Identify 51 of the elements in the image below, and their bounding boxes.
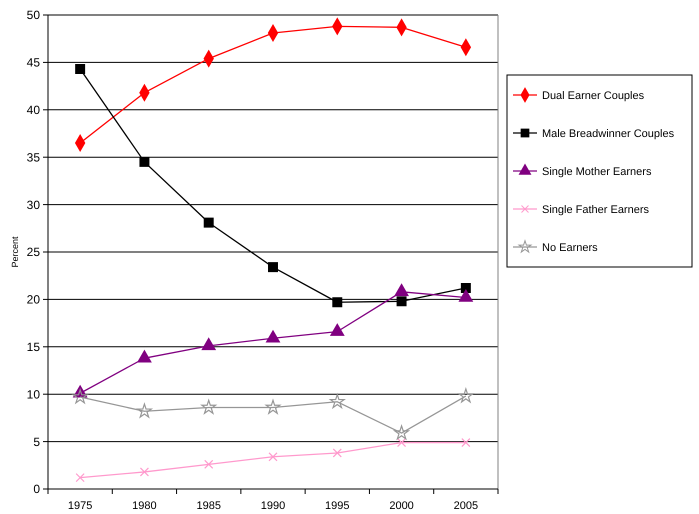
point [140, 467, 150, 477]
y-tick-label: 25 [26, 245, 40, 260]
point [396, 438, 406, 448]
y-tick-label: 40 [26, 103, 40, 117]
y-tick-label: 20 [26, 292, 40, 307]
y-tick-label: 45 [26, 56, 40, 70]
point [72, 389, 88, 404]
point [332, 297, 342, 308]
legend-label: Single Father Earners [542, 204, 650, 216]
point [201, 400, 216, 414]
point [394, 425, 409, 440]
point [458, 290, 473, 302]
y-tick-label: 5 [33, 434, 40, 449]
y-tick-label: 0 [33, 482, 40, 496]
x-tick-label: 1990 [260, 500, 286, 512]
x-tick-label: 1995 [325, 500, 350, 512]
y-tick-label: 15 [26, 340, 40, 354]
point [394, 284, 409, 296]
point [460, 283, 471, 294]
y-axis-title: Percent [10, 236, 20, 268]
point [396, 296, 407, 306]
point [268, 262, 278, 272]
x-tick-label: 2000 [389, 500, 414, 512]
point [139, 156, 150, 167]
point [330, 394, 345, 408]
point [458, 388, 474, 402]
point [204, 460, 214, 469]
x-tick-label: 1980 [132, 500, 157, 512]
y-tick-label: 10 [26, 387, 40, 402]
point [268, 452, 278, 462]
y-tick-label: 30 [26, 198, 40, 212]
x-tick-label: 1985 [196, 500, 221, 512]
y-tick-label: 50 [26, 8, 40, 22]
x-tick-label: 1975 [68, 500, 92, 512]
legend-label: Dual Earner Couples [542, 90, 645, 102]
point [76, 473, 85, 482]
point [266, 330, 280, 343]
point [461, 438, 470, 448]
legend-label: Male Breadwinner Couples [542, 128, 675, 140]
point [266, 400, 280, 414]
x-tick-label: 2005 [454, 500, 478, 512]
y-tick-label: 35 [26, 150, 40, 164]
point [330, 324, 344, 336]
point [137, 404, 152, 418]
point [204, 218, 214, 228]
point [75, 64, 86, 74]
legend-label: No Earners [542, 242, 598, 254]
point [202, 338, 216, 350]
point [137, 350, 152, 362]
legend-label: Single Mother Earners [542, 166, 652, 178]
point [332, 448, 342, 458]
